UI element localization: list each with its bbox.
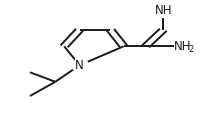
Text: NH: NH	[155, 4, 172, 17]
Text: NH: NH	[174, 40, 192, 53]
Text: N: N	[75, 59, 84, 72]
Text: 2: 2	[189, 45, 194, 54]
